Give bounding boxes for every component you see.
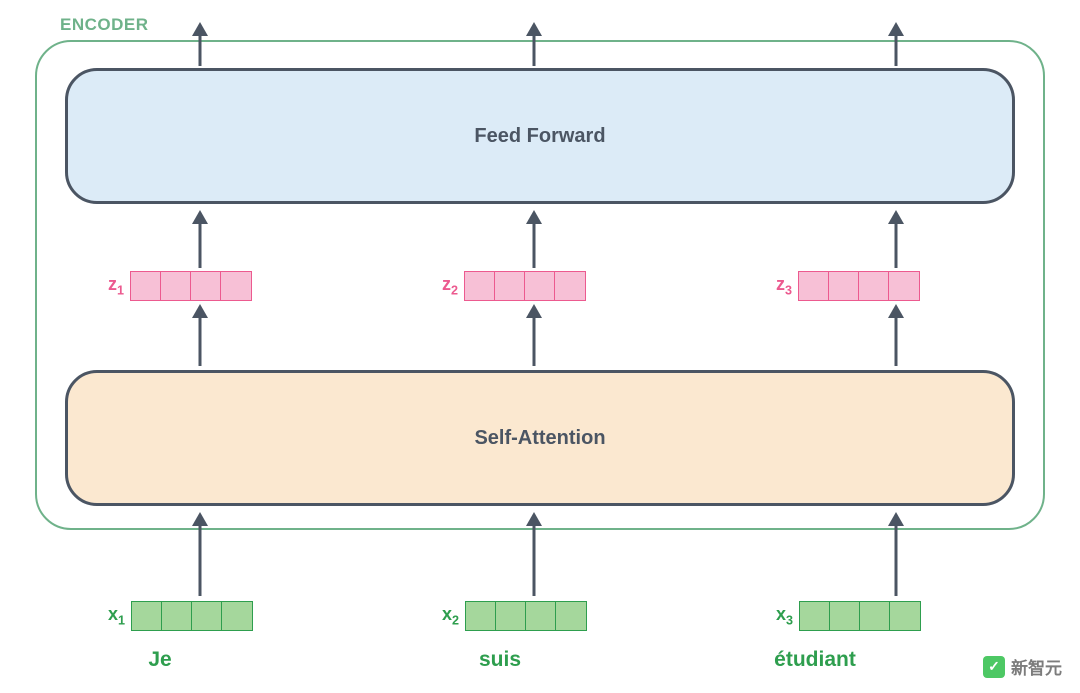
arrow-3-0 [192, 512, 208, 596]
input-word-3: étudiant [774, 648, 856, 672]
z-label-2: z2 [442, 274, 458, 298]
z-vector-3: z3 [776, 271, 920, 301]
z-label-1: z1 [108, 274, 124, 298]
input-word-1: Je [148, 648, 171, 672]
watermark-text: 新智元 [1011, 654, 1062, 679]
z-label-3: z3 [776, 274, 792, 298]
z-cells-1 [130, 271, 252, 301]
z-cells-3 [798, 271, 920, 301]
x-vector-2: x2 [442, 601, 587, 631]
encoder-label: ENCODER [60, 15, 149, 35]
x-label-3: x3 [776, 604, 793, 628]
encoder-diagram: ENCODER Feed Forward Self-Attention z1 z2 z3 x… [0, 0, 1080, 693]
arrow-2-1 [526, 304, 542, 366]
arrow-0-0 [192, 22, 208, 66]
arrow-0-2 [888, 22, 904, 66]
x-label-1: x1 [108, 604, 125, 628]
x-cells-1 [131, 601, 253, 631]
z-cells-2 [464, 271, 586, 301]
arrow-1-2 [888, 210, 904, 268]
z-vector-2: z2 [442, 271, 586, 301]
x-vector-3: x3 [776, 601, 921, 631]
x-label-2: x2 [442, 604, 459, 628]
x-vector-1: x1 [108, 601, 253, 631]
arrow-0-1 [526, 22, 542, 66]
input-word-2: suis [479, 648, 521, 672]
feed-forward-box: Feed Forward [65, 68, 1015, 204]
z-vector-1: z1 [108, 271, 252, 301]
x-cells-2 [465, 601, 587, 631]
arrow-2-0 [192, 304, 208, 366]
x-cells-3 [799, 601, 921, 631]
watermark-icon: ✓ [983, 656, 1005, 678]
watermark: ✓ 新智元 [983, 654, 1062, 679]
arrow-1-1 [526, 210, 542, 268]
arrow-2-2 [888, 304, 904, 366]
self-attention-box: Self-Attention [65, 370, 1015, 506]
arrow-1-0 [192, 210, 208, 268]
arrow-3-1 [526, 512, 542, 596]
arrow-3-2 [888, 512, 904, 596]
